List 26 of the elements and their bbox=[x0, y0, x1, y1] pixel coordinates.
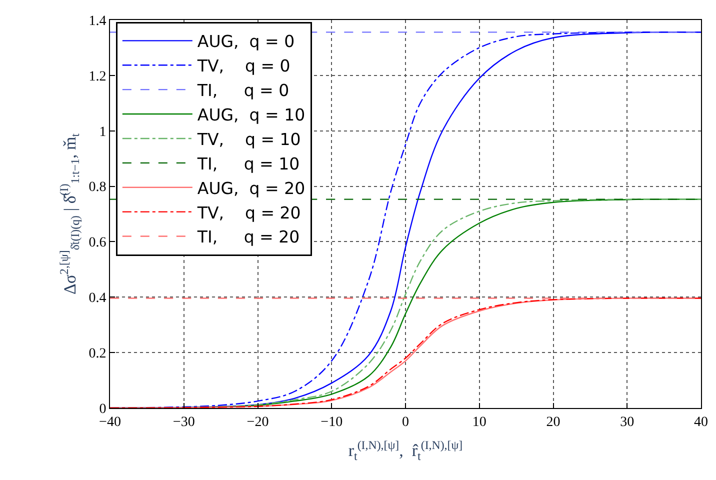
x-tick-label: 30 bbox=[620, 414, 634, 430]
x-tick-label: −10 bbox=[320, 414, 343, 430]
legend-label: AUG, q = 10 bbox=[197, 105, 306, 124]
y-tick-label: 1 bbox=[99, 124, 106, 140]
legend-label: TI, q = 20 bbox=[196, 228, 300, 247]
x-tick-label: −30 bbox=[172, 414, 195, 430]
y-tick-label: 0.2 bbox=[88, 346, 106, 362]
legend-label: AUG, q = 0 bbox=[197, 32, 295, 52]
y-tick-label: 0.6 bbox=[88, 236, 106, 251]
legend-label: AUG, q = 20 bbox=[197, 178, 306, 198]
y-tick-label: 1.4 bbox=[88, 14, 106, 29]
x-tick-label: 20 bbox=[546, 414, 560, 430]
legend-label: TV, q = 10 bbox=[196, 130, 301, 149]
y-tick-label: 0 bbox=[99, 402, 106, 417]
y-tick-label: 0.4 bbox=[88, 291, 106, 306]
y-tick-label: 0.8 bbox=[88, 180, 106, 196]
x-tick-label: −40 bbox=[99, 414, 121, 430]
legend-label: TV, q = 20 bbox=[196, 203, 301, 222]
legend-label: TI, q = 10 bbox=[196, 154, 300, 174]
legend-label: TI, q = 0 bbox=[196, 81, 290, 100]
y-tick-label: 1.2 bbox=[88, 69, 106, 84]
x-tick-label: 0 bbox=[402, 414, 409, 430]
x-tick-label: 40 bbox=[694, 414, 708, 430]
x-tick-label: −20 bbox=[246, 414, 269, 430]
legend-label: TV, q = 0 bbox=[196, 56, 290, 76]
x-tick-label: 10 bbox=[472, 414, 486, 430]
